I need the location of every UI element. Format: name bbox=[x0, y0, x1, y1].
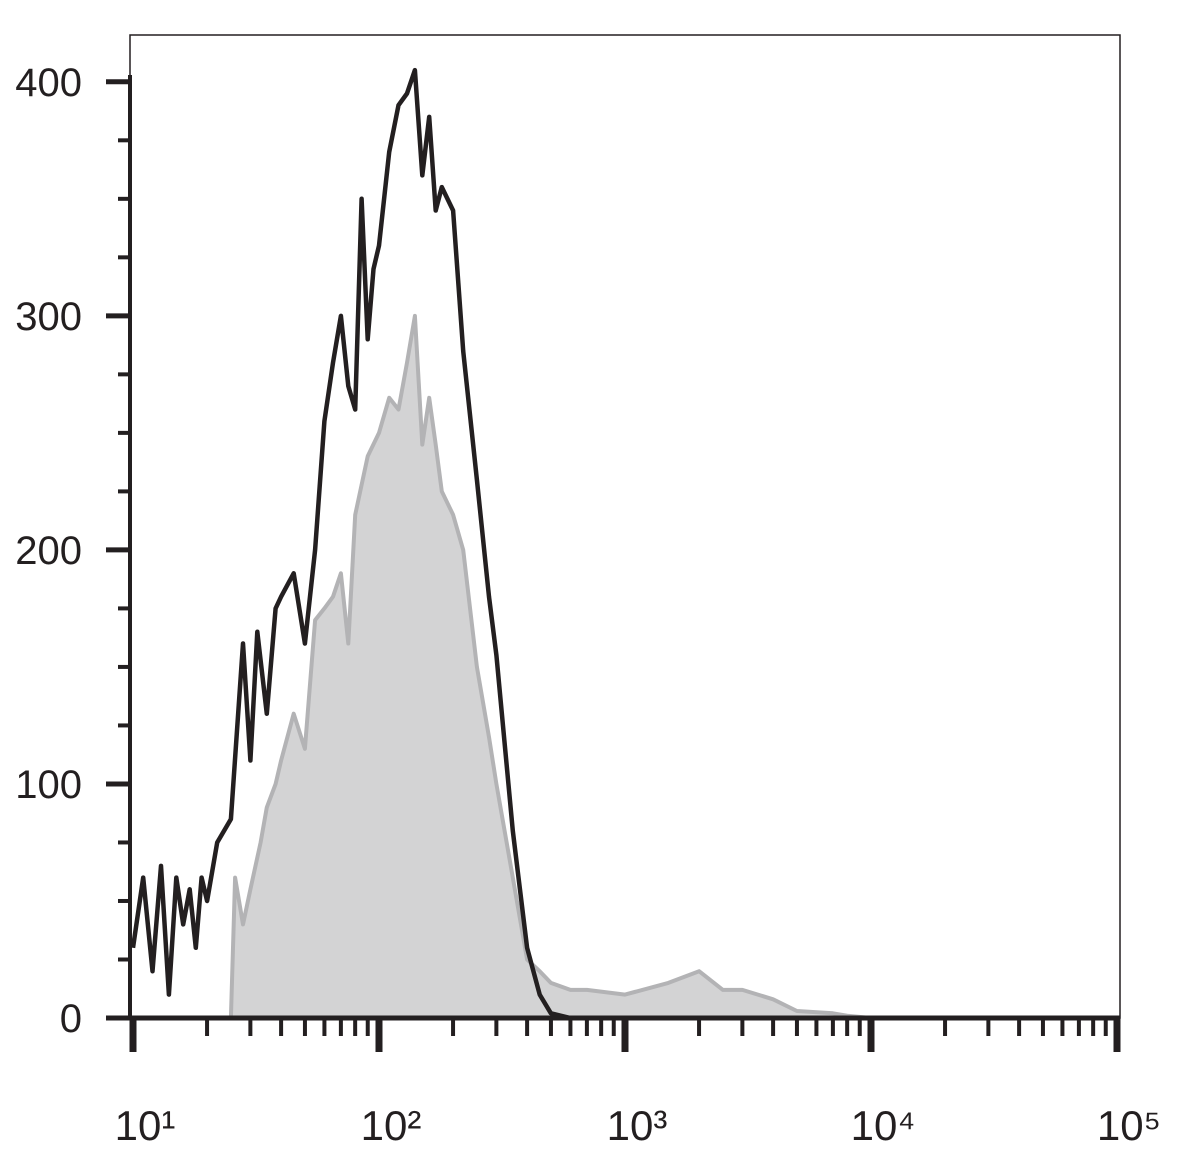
x-tick-label: 10² bbox=[361, 1102, 422, 1149]
x-tick-label: 10⁴ bbox=[851, 1102, 916, 1149]
x-tick-label: 10³ bbox=[607, 1102, 668, 1149]
x-tick-label: 10⁵ bbox=[1097, 1102, 1161, 1149]
y-tick-label: 400 bbox=[15, 61, 82, 105]
x-tick-label: 10¹ bbox=[115, 1102, 176, 1149]
y-tick-label: 0 bbox=[60, 997, 82, 1041]
series-line bbox=[228, 313, 1117, 1020]
y-tick-label: 200 bbox=[15, 529, 82, 573]
area-fill bbox=[230, 315, 1117, 1018]
y-tick-label: 300 bbox=[15, 295, 82, 339]
series-line bbox=[130, 67, 1117, 1021]
y-tick-label: 100 bbox=[15, 763, 82, 807]
